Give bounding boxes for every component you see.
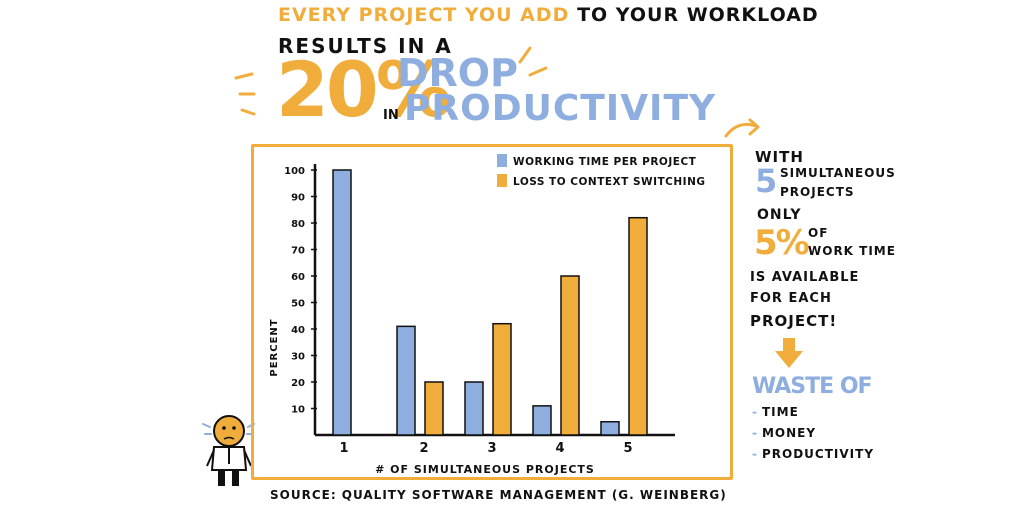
note-work-time: WORK TIME [808, 244, 896, 258]
bar-working-time [532, 405, 552, 436]
worried-person-illustration [202, 415, 255, 486]
headline-line-1: EVERY PROJECT YOU ADD TO YOUR WORKLOAD [278, 4, 819, 26]
y-axis-label: PERCENT [269, 318, 280, 376]
note-number-five: 5 [755, 162, 778, 200]
y-tick-label: 80 [291, 219, 305, 230]
bar-working-time [396, 325, 416, 436]
bar-working-time [464, 381, 484, 436]
y-tick-label: 30 [291, 352, 305, 363]
note-only: ONLY [757, 207, 802, 223]
chart-frame [251, 144, 733, 480]
bar-chart: 10 20 30 40 50 60 70 80 90 100 PERCENT 1 2 3 4 5 # OF SI… [269, 154, 705, 476]
headline-line-2: RESULTS IN A [278, 34, 453, 58]
bar-context-switching [628, 216, 648, 436]
down-arrow-icon [775, 338, 803, 368]
waste-list-item: - MONEY [752, 426, 817, 440]
legend-swatch [497, 174, 507, 187]
headline-in-word: IN [383, 108, 399, 123]
y-tick-label: 90 [291, 193, 305, 204]
waste-list-item: - TIME [752, 405, 799, 419]
y-tick-label: 10 [291, 405, 305, 416]
waste-item-label: PRODUCTIVITY [761, 447, 875, 461]
note-is-available: IS AVAILABLE [750, 270, 860, 285]
headline-big-percent: 20% [276, 45, 452, 134]
legend-swatch [497, 154, 507, 167]
headline-drop-word: DROP [397, 51, 518, 95]
bar-context-switching [492, 322, 512, 436]
accent-stroke [528, 66, 548, 77]
waste-item-label: MONEY [761, 426, 817, 440]
y-tick-label: 20 [291, 378, 305, 389]
note-with: WITH [755, 148, 804, 166]
waste-item-label: TIME [761, 405, 799, 419]
headline-productivity-word: PRODUCTIVITY [404, 88, 717, 129]
arrow-head-icon [748, 118, 760, 136]
waste-list: - TIME - MONEY - PRODUCTIVITY [752, 402, 874, 465]
note-projects: PROJECTS [780, 185, 855, 199]
accent-stroke [240, 108, 256, 116]
headline-emphasis: EVERY PROJECT YOU ADD [278, 4, 570, 26]
x-tick-label: 2 [419, 441, 428, 456]
accent-stroke [234, 72, 254, 80]
note-simultaneous: SIMULTANEOUS [780, 166, 896, 180]
legend-label: LOSS TO CONTEXT SWITCHING [513, 176, 705, 188]
headline-rest: TO YOUR WORKLOAD [577, 4, 819, 26]
bar-context-switching [560, 275, 580, 436]
bar-working-time [600, 421, 620, 436]
legend-label: WORKING TIME PER PROJECT [513, 156, 697, 168]
note-five-percent: 5% [754, 223, 810, 263]
y-tick-label: 50 [291, 299, 305, 310]
accent-stroke [518, 46, 532, 64]
y-tick-label: 100 [284, 166, 305, 177]
note-project: PROJECT! [750, 312, 838, 330]
source-citation: SOURCE: QUALITY SOFTWARE MANAGEMENT (G. … [270, 488, 727, 502]
x-tick-label: 1 [339, 441, 348, 456]
x-tick-label: 3 [487, 441, 496, 456]
x-tick-label: 5 [623, 441, 632, 456]
y-tick-label: 70 [291, 246, 305, 257]
note-for-each: FOR EACH [750, 291, 832, 306]
x-axis-label: # OF SIMULTANEOUS PROJECTS [375, 463, 595, 476]
curved-arrow-icon [724, 122, 758, 138]
note-waste-of: WASTE OF [752, 374, 873, 399]
bar-context-switching [424, 381, 444, 436]
waste-list-item: - PRODUCTIVITY [752, 447, 875, 461]
y-tick-label: 40 [291, 325, 305, 336]
note-of: OF [808, 226, 829, 240]
x-tick-label: 4 [555, 441, 564, 456]
y-tick-label: 60 [291, 272, 305, 283]
bar-working-time [332, 169, 352, 436]
